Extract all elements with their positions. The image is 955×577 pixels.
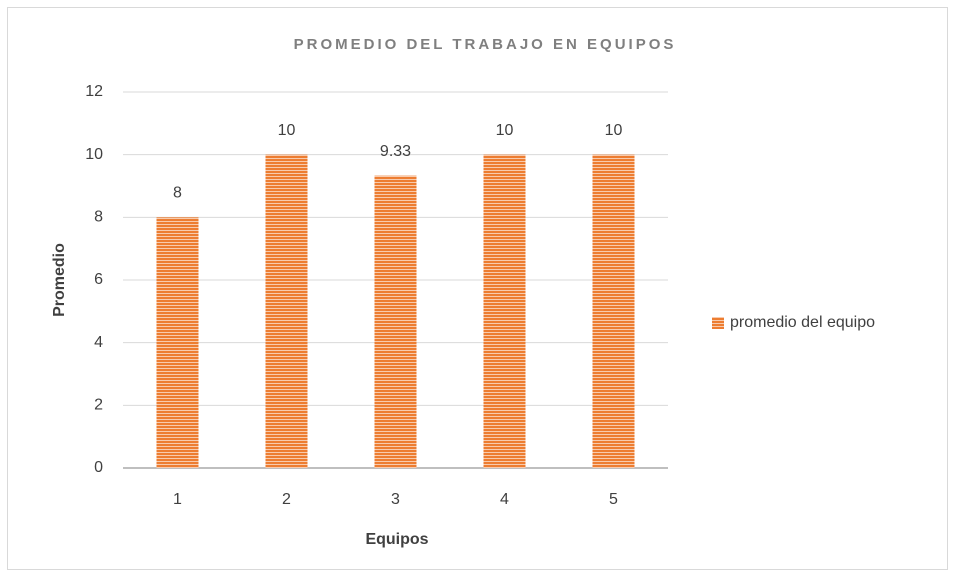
data-label: 8 xyxy=(173,185,182,202)
y-tick-label: 0 xyxy=(94,459,103,476)
x-tick-label: 5 xyxy=(609,491,618,508)
x-axis-title: Equipos xyxy=(365,531,428,548)
y-tick-label: 4 xyxy=(94,334,103,351)
data-label: 10 xyxy=(496,122,514,139)
x-tick-label: 4 xyxy=(500,491,509,508)
bar xyxy=(156,217,199,468)
data-label: 9.33 xyxy=(380,143,411,160)
y-tick-label: 10 xyxy=(85,146,103,163)
y-tick-label: 2 xyxy=(94,397,103,414)
legend-swatch xyxy=(712,317,724,329)
bar xyxy=(483,154,526,468)
chart-title: PROMEDIO DEL TRABAJO EN EQUIPOS xyxy=(294,36,677,53)
data-label: 10 xyxy=(278,122,296,139)
data-label: 10 xyxy=(605,122,623,139)
legend-label: promedio del equipo xyxy=(730,314,875,331)
x-tick-label: 2 xyxy=(282,491,291,508)
x-tick-label: 1 xyxy=(173,491,182,508)
bar xyxy=(374,175,417,468)
x-tick-label: 3 xyxy=(391,491,400,508)
y-tick-label: 12 xyxy=(85,83,103,100)
y-tick-label: 8 xyxy=(94,209,103,226)
bar xyxy=(265,154,308,468)
bar xyxy=(592,154,635,468)
y-axis-title: Promedio xyxy=(51,243,68,317)
y-tick-label: 6 xyxy=(94,271,103,288)
